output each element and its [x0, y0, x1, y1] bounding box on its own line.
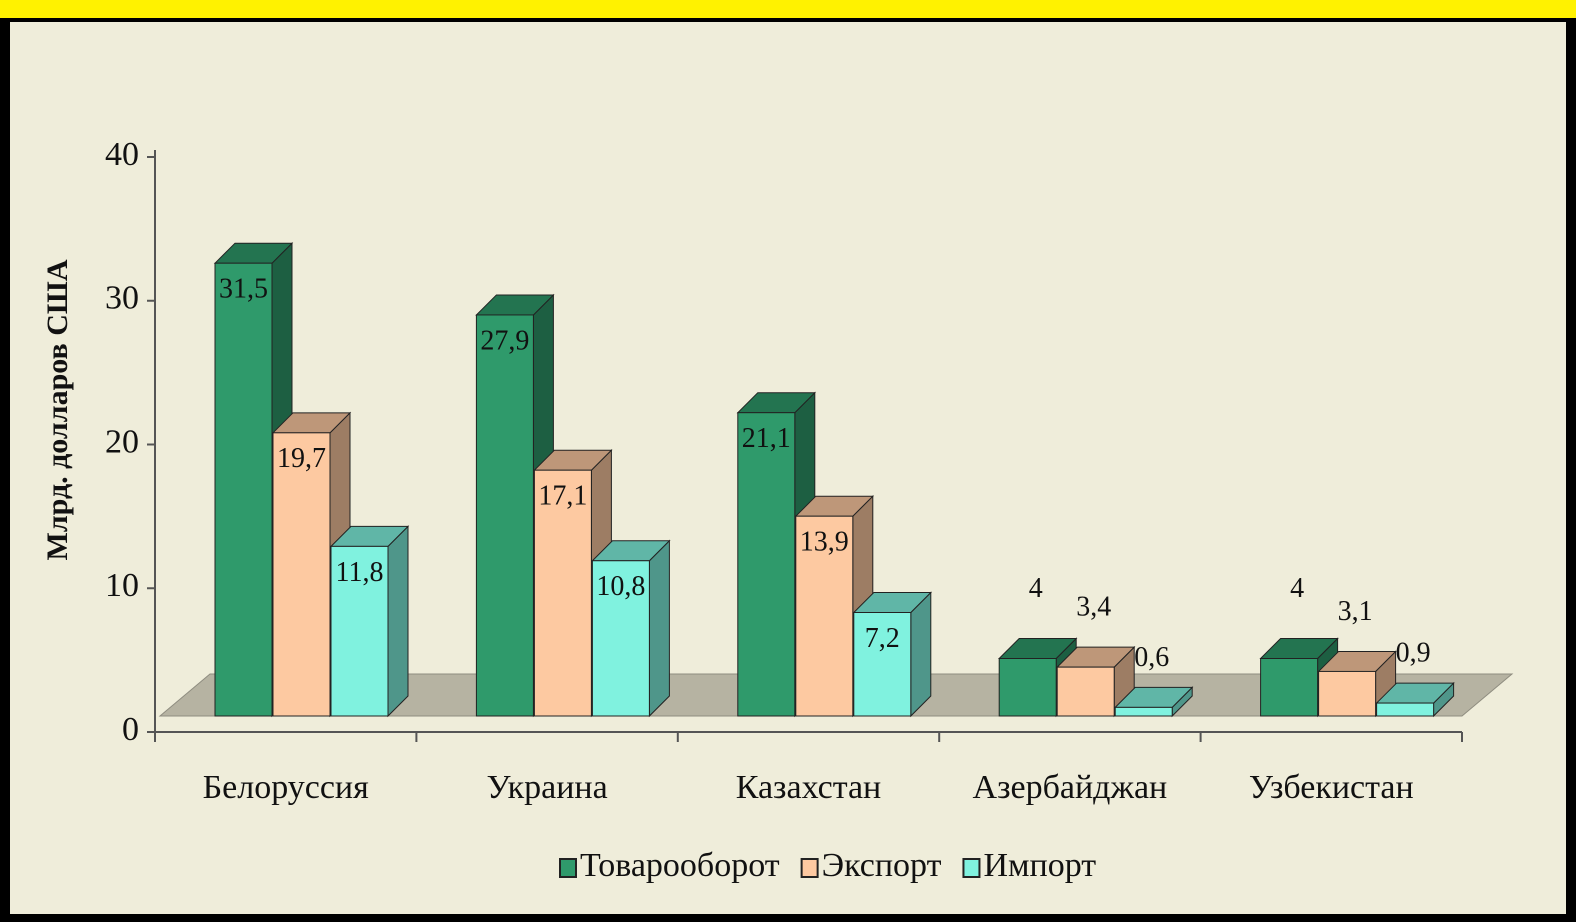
- bar-side: [910, 591, 932, 718]
- bar: [1056, 666, 1115, 717]
- data-label: 0,9: [1396, 637, 1431, 668]
- data-label: 11,8: [336, 557, 384, 588]
- x-tick-label: Азербайджан: [973, 769, 1168, 806]
- x-tick-label: Украина: [487, 769, 608, 806]
- y-tick-label: 40: [105, 136, 139, 173]
- bar-side: [648, 539, 670, 718]
- bar: [1376, 702, 1435, 717]
- legend-swatch: [800, 858, 819, 878]
- y-tick-label: 30: [105, 280, 139, 317]
- x-tick-label: Белоруссия: [203, 769, 370, 806]
- x-tick-label: Казахстан: [736, 769, 882, 806]
- bar: [998, 658, 1057, 717]
- bar: [853, 612, 912, 717]
- y-axis-title: Млрд. долларов США: [41, 259, 74, 560]
- data-label: 17,1: [538, 481, 587, 512]
- y-tick-label: 10: [105, 567, 139, 604]
- bar: [737, 412, 796, 717]
- data-label: 3,4: [1076, 592, 1111, 623]
- bar: [1318, 670, 1377, 717]
- legend-swatch: [559, 858, 577, 878]
- banner: [0, 0, 1576, 18]
- bar: [214, 262, 273, 717]
- data-label: 13,9: [800, 527, 849, 558]
- bar: [1260, 658, 1319, 717]
- bar: [330, 545, 389, 717]
- bar-side: [387, 525, 409, 718]
- x-tick-label: Узбекистан: [1249, 769, 1414, 806]
- data-label: 4: [1290, 573, 1304, 604]
- legend-swatch: [962, 858, 981, 878]
- data-label: 4: [1029, 573, 1043, 604]
- data-label: 27,9: [480, 325, 529, 356]
- bar: [591, 560, 650, 717]
- data-label: 3,1: [1338, 596, 1373, 627]
- data-label: 31,5: [219, 274, 268, 305]
- y-tick-label: 0: [122, 711, 139, 748]
- legend-label: Экспорт: [822, 847, 942, 884]
- data-label: 0,6: [1134, 642, 1169, 673]
- data-label: 19,7: [277, 443, 326, 474]
- y-tick-label: 20: [105, 423, 139, 460]
- legend-label: Товарооборот: [580, 847, 780, 884]
- data-label: 7,2: [865, 623, 900, 654]
- data-label: 21,1: [742, 423, 791, 454]
- bar: [1114, 706, 1173, 717]
- bar: [475, 314, 534, 717]
- bar: [533, 469, 592, 717]
- bar: [272, 432, 331, 717]
- data-label: 10,8: [596, 571, 645, 602]
- legend-label: Импорт: [983, 847, 1096, 884]
- bar: [795, 515, 854, 717]
